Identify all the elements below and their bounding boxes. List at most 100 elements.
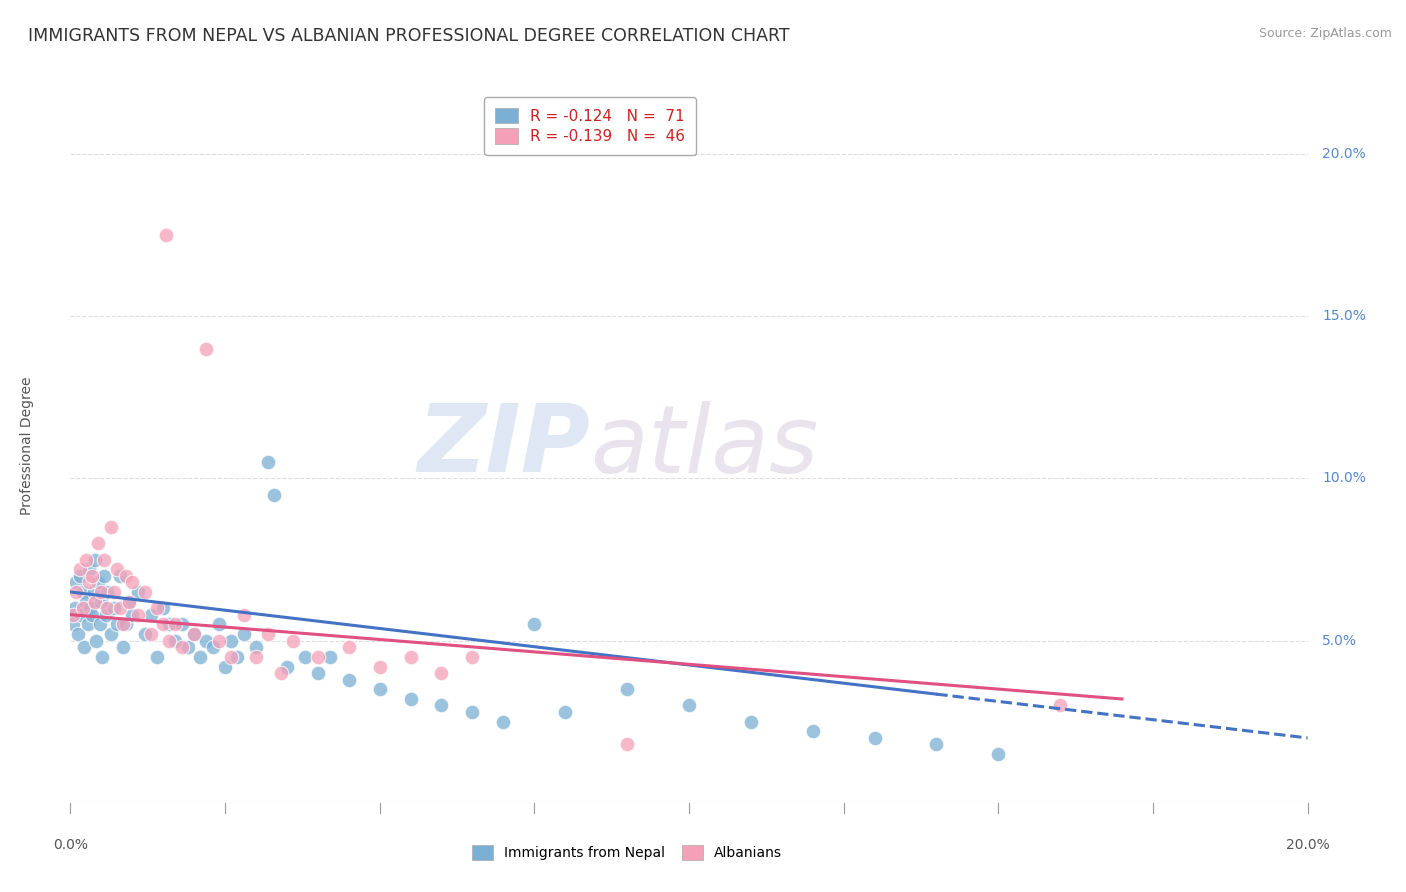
Point	[108, 601, 131, 615]
Point	[134, 627, 156, 641]
Point	[152, 601, 174, 615]
Point	[62, 607, 84, 622]
Text: ZIP: ZIP	[418, 400, 591, 492]
Point	[76, 617, 98, 632]
Point	[118, 595, 141, 609]
Point	[170, 640, 193, 654]
Point	[96, 607, 118, 622]
Point	[294, 649, 316, 664]
Point	[399, 692, 422, 706]
Point	[62, 617, 84, 632]
Text: Source: ZipAtlas.com: Source: ZipAtlas.com	[1258, 27, 1392, 40]
Point	[195, 342, 218, 356]
Point	[281, 633, 304, 648]
Point	[337, 673, 360, 687]
Point	[69, 568, 91, 582]
Point	[399, 649, 422, 664]
Point	[69, 562, 91, 576]
Point	[83, 585, 105, 599]
Point	[108, 568, 131, 582]
Point	[66, 627, 89, 641]
Point	[127, 607, 149, 622]
Point	[89, 617, 111, 632]
Text: atlas: atlas	[591, 401, 818, 491]
Point	[80, 607, 103, 622]
Point	[103, 585, 125, 599]
Point	[70, 607, 93, 622]
Point	[105, 617, 128, 632]
Point	[461, 649, 484, 664]
Point	[77, 562, 100, 576]
Point	[208, 617, 231, 632]
Point	[307, 666, 329, 681]
Point	[208, 633, 231, 648]
Point	[177, 640, 200, 654]
Point	[337, 640, 360, 654]
Point	[96, 601, 118, 615]
Point	[201, 640, 224, 654]
Point	[77, 575, 100, 590]
Point	[111, 617, 134, 632]
Point	[195, 633, 218, 648]
Point	[430, 698, 453, 713]
Point	[72, 585, 94, 599]
Point	[115, 617, 138, 632]
Point	[863, 731, 886, 745]
Point	[93, 568, 115, 582]
Point	[105, 562, 128, 576]
Point	[84, 633, 107, 648]
Point	[740, 714, 762, 729]
Text: Professional Degree: Professional Degree	[20, 376, 34, 516]
Point	[115, 568, 138, 582]
Point	[987, 747, 1010, 761]
Point	[91, 649, 114, 664]
Point	[96, 585, 118, 599]
Point	[75, 595, 97, 609]
Point	[157, 617, 180, 632]
Point	[183, 627, 205, 641]
Point	[263, 488, 285, 502]
Point	[65, 585, 87, 599]
Point	[139, 627, 162, 641]
Point	[368, 659, 391, 673]
Point	[127, 585, 149, 599]
Point	[226, 649, 249, 664]
Point	[152, 617, 174, 632]
Point	[134, 585, 156, 599]
Point	[319, 649, 342, 664]
Point	[801, 724, 824, 739]
Point	[183, 627, 205, 641]
Point	[87, 536, 110, 550]
Point	[87, 575, 110, 590]
Point	[90, 585, 112, 599]
Point	[93, 552, 115, 566]
Point	[84, 595, 107, 609]
Point	[139, 607, 162, 622]
Point	[79, 601, 101, 615]
Point	[100, 520, 122, 534]
Point	[165, 633, 187, 648]
Point	[72, 601, 94, 615]
Point	[84, 552, 107, 566]
Point	[461, 705, 484, 719]
Point	[1049, 698, 1071, 713]
Point	[492, 714, 515, 729]
Point	[146, 649, 169, 664]
Text: 10.0%: 10.0%	[1323, 472, 1367, 485]
Text: 20.0%: 20.0%	[1323, 147, 1367, 161]
Point	[616, 682, 638, 697]
Point	[678, 698, 700, 713]
Point	[245, 649, 267, 664]
Point	[155, 228, 177, 243]
Text: 0.0%: 0.0%	[53, 838, 87, 853]
Text: 20.0%: 20.0%	[1285, 838, 1330, 853]
Point	[80, 568, 103, 582]
Point	[90, 595, 112, 609]
Point	[270, 666, 292, 681]
Point	[146, 601, 169, 615]
Point	[103, 601, 125, 615]
Point	[100, 627, 122, 641]
Point	[188, 649, 211, 664]
Point	[368, 682, 391, 697]
Point	[430, 666, 453, 681]
